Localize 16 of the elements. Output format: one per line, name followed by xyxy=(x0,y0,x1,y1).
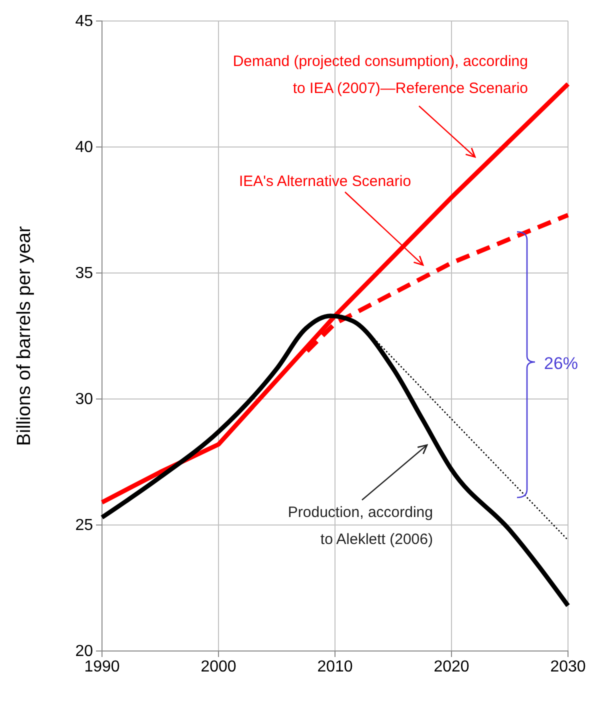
annotation: Production, according to Aleklett (2006) xyxy=(288,504,433,548)
annotation: IEA's Alternative Scenario xyxy=(238,173,412,190)
y-tick-label: 25 xyxy=(75,517,94,534)
x-tick-label: 1990 xyxy=(84,658,120,676)
y-tick-label: 20 xyxy=(75,643,94,660)
annotation: Demand (projected consumption), according to IEA (2007)—Reference Scenario xyxy=(232,53,528,97)
y-tick-label: 35 xyxy=(75,265,94,282)
x-tick-label: 2020 xyxy=(434,658,470,676)
y-tick-label: 40 xyxy=(75,139,94,156)
x-tick-label: 2000 xyxy=(200,658,236,676)
y-axis-title: Billions of barrels per year xyxy=(14,226,35,446)
annotation: 26% xyxy=(544,354,578,373)
y-tick-label: 45 xyxy=(75,13,94,30)
y-tick-label: 30 xyxy=(75,391,94,408)
x-tick-label: 2010 xyxy=(317,658,353,676)
x-tick-label: 2030 xyxy=(550,658,586,676)
